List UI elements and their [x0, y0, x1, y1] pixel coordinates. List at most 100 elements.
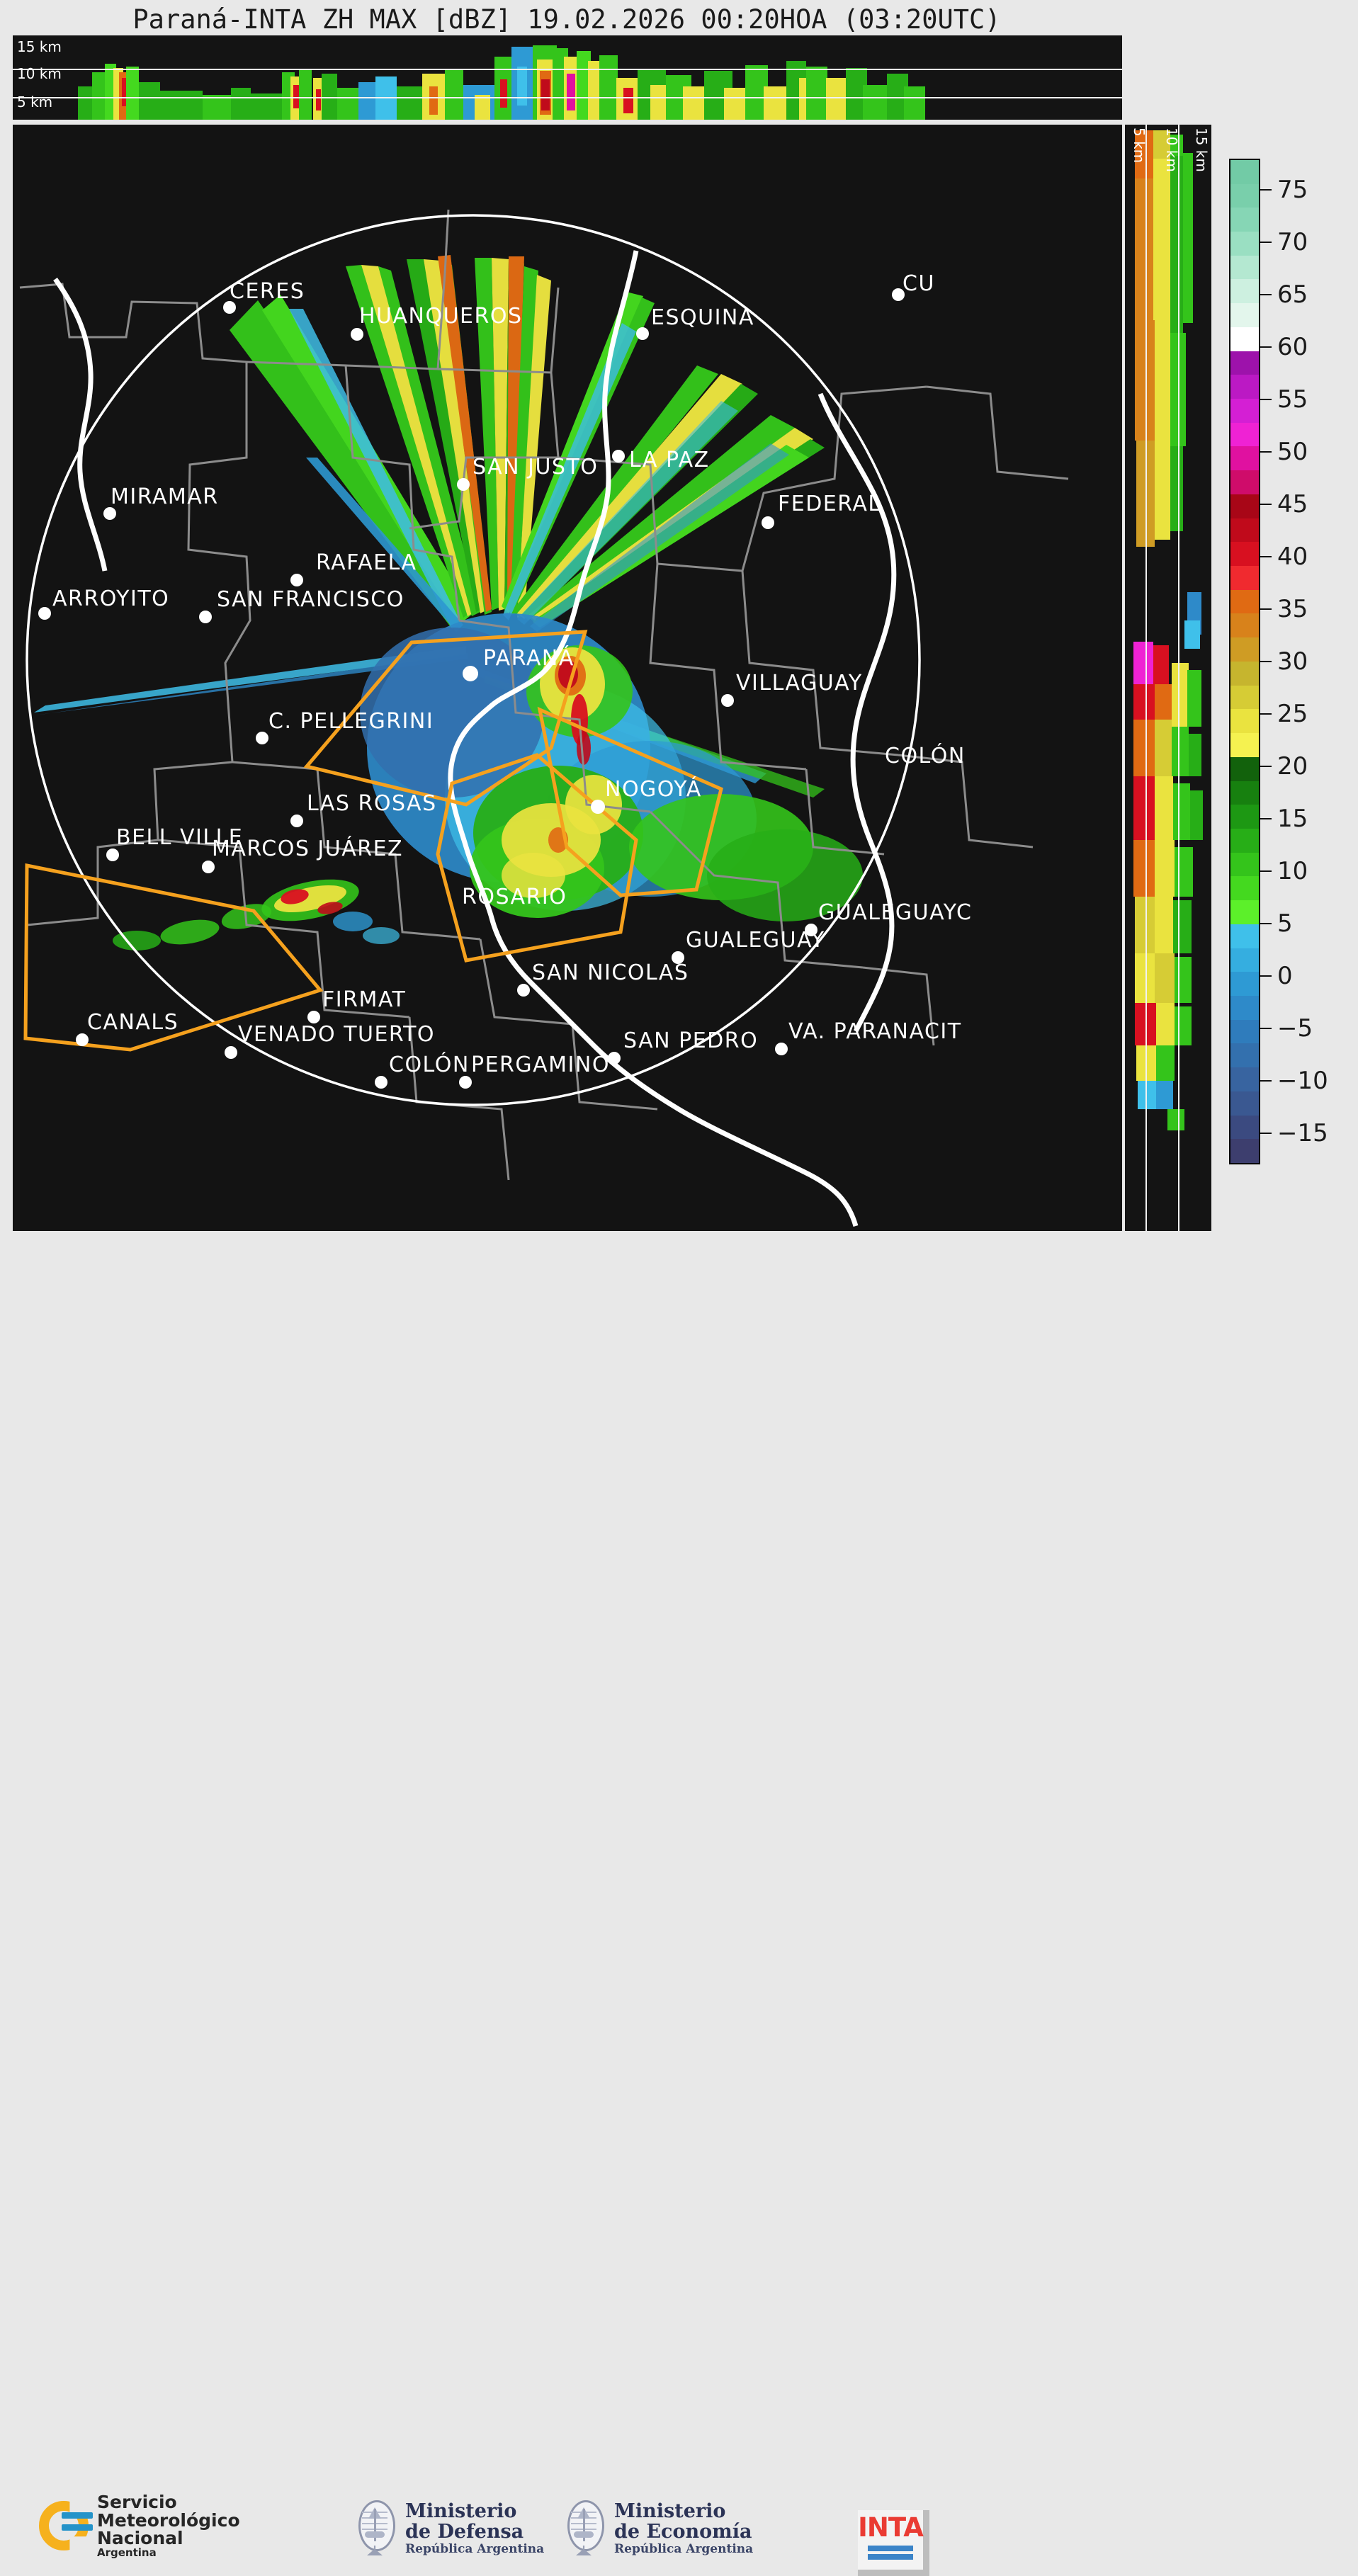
- economia-line-3: República Argentina: [614, 2541, 754, 2556]
- colorbar-swatch: [1230, 518, 1259, 543]
- city-label: VENADO TUERTO: [238, 1022, 435, 1047]
- city-label: CANALS: [87, 1010, 179, 1035]
- xsec-top-label-10km: 10 km: [17, 65, 62, 82]
- colorbar-tick: [1260, 242, 1272, 244]
- colorbar-swatch: [1230, 399, 1259, 423]
- city-label: SAN PEDRO: [623, 1028, 758, 1053]
- colorbar-swatch: [1230, 900, 1259, 924]
- colorbar-tick: [1260, 451, 1272, 453]
- colorbar-tick: [1260, 817, 1272, 819]
- colorbar-tick: [1260, 294, 1272, 296]
- city-label: BELL VILLE: [116, 825, 243, 850]
- colorbar-tick-label: 10: [1277, 856, 1308, 885]
- city-label: C. PELLEGRINI: [268, 709, 434, 734]
- colorbar-swatch: [1230, 231, 1259, 256]
- colorbar-tick: [1260, 765, 1272, 767]
- colorbar-swatch: [1230, 1115, 1259, 1140]
- xsec-top-label-5km: 5 km: [17, 93, 53, 110]
- colorbar-tick-label: 60: [1277, 333, 1308, 362]
- argentina-shield-icon: [563, 2499, 604, 2558]
- colorbar-ticks: 75 70 65 60 55 50 45 40 35 30 25 20 15 10 5 0 −5 −10 −15: [1260, 159, 1335, 1164]
- city-label: ROSARIO: [462, 885, 567, 909]
- colorbar-swatch: [1230, 828, 1259, 853]
- colorbar-swatch: [1230, 183, 1259, 208]
- city-label: LA PAZ: [629, 448, 710, 472]
- logo-ministerio-economia: Ministerio de Economía República Argenti…: [563, 2499, 753, 2558]
- xsec-top-label-15km: 15 km: [17, 38, 62, 55]
- colorbar-swatch: [1230, 756, 1259, 781]
- colorbar-tick-label: 35: [1277, 595, 1308, 624]
- smn-line-1: Servicio: [97, 2492, 177, 2512]
- xsec-right-label-15km: 15 km: [1193, 127, 1210, 172]
- city-label: SAN JUSTO: [473, 455, 598, 480]
- colorbar-swatch: [1230, 709, 1259, 734]
- colorbar-swatch: [1230, 159, 1259, 184]
- city-label: COLÓN: [389, 1051, 470, 1077]
- colorbar-swatch: [1230, 1043, 1259, 1068]
- colorbar-tick-label: 75: [1277, 176, 1308, 205]
- xsec-right-label-10km: 10 km: [1163, 127, 1180, 172]
- colorbar-tick: [1260, 1027, 1272, 1029]
- colorbar-tick-label: 65: [1277, 280, 1308, 310]
- cross-section-top-panel: 15 km 10 km 5 km: [13, 35, 1122, 120]
- city-label: ESQUINA: [651, 305, 754, 330]
- reflectivity-colorbar: 75 70 65 60 55 50 45 40 35 30 25 20 15 10 5 0 −5 −10 −15: [1229, 159, 1335, 1164]
- colorbar-swatch: [1230, 924, 1259, 948]
- city-label: RAFAELA: [316, 550, 417, 575]
- city-label: GUALEGUAY: [686, 928, 825, 953]
- colorbar-swatch: [1230, 661, 1259, 686]
- city-label: HUANQUEROS: [359, 304, 523, 329]
- colorbar-tick: [1260, 504, 1272, 506]
- colorbar-tick-label: 55: [1277, 385, 1308, 414]
- colorbar-tick: [1260, 713, 1272, 715]
- colorbar-swatch: [1230, 613, 1259, 638]
- colorbar-tick: [1260, 1132, 1272, 1134]
- inta-wordmark: INTA: [858, 2512, 924, 2543]
- colorbar-swatch: [1230, 876, 1259, 901]
- cross-section-right-echoes: [1125, 125, 1211, 1231]
- city-label: PARANÁ: [483, 645, 575, 671]
- city-label: VA. PARANACIT: [788, 1019, 962, 1044]
- city-label: PERGAMINO: [471, 1052, 610, 1077]
- city-label: MIRAMAR: [111, 484, 219, 509]
- colorbar-swatch: [1230, 1019, 1259, 1044]
- colorbar-swatch: [1230, 542, 1259, 567]
- colorbar-swatch: [1230, 995, 1259, 1020]
- logo-smn: Servicio Meteorológico Nacional Argentin…: [39, 2493, 240, 2558]
- city-label: FEDERAL: [778, 492, 881, 516]
- colorbar-swatch: [1230, 327, 1259, 351]
- xsec-right-label-5km: 5 km: [1131, 127, 1148, 164]
- city-label: LAS ROSAS: [307, 791, 437, 816]
- smn-line-4: Argentina: [97, 2546, 157, 2559]
- smn-line-2: Meteorológico: [97, 2509, 240, 2531]
- city-label: VILLAGUAY: [736, 671, 863, 696]
- colorbar-swatch: [1230, 566, 1259, 590]
- colorbar-swatch: [1230, 1139, 1259, 1163]
- colorbar-tick-label: 70: [1277, 228, 1308, 257]
- colorbar-swatch: [1230, 375, 1259, 399]
- colorbar-swatch: [1230, 637, 1259, 662]
- colorbar-swatch: [1230, 805, 1259, 829]
- city-label: COLÓN: [885, 742, 966, 768]
- economia-line-1: Ministerio: [614, 2500, 726, 2523]
- radar-map-panel[interactable]: CERES HUANQUEROS ESQUINA SAN JUSTO LA PAZ FED…: [13, 125, 1122, 1231]
- smn-mark-icon: [39, 2500, 93, 2551]
- colorbar-swatch: [1230, 351, 1259, 375]
- colorbar-swatch: [1230, 303, 1259, 327]
- colorbar-tick-label: 20: [1277, 751, 1308, 781]
- defensa-line-2: de Defensa: [405, 2520, 524, 2543]
- radar-map-canvas[interactable]: CERES HUANQUEROS ESQUINA SAN JUSTO LA PAZ FED…: [13, 125, 1122, 1231]
- argentina-shield-icon: [354, 2499, 395, 2558]
- colorbar-tick: [1260, 608, 1272, 611]
- logo-inta: INTA: [858, 2510, 929, 2576]
- colorbar-tick: [1260, 975, 1272, 977]
- colorbar-tick-label: 45: [1277, 490, 1308, 519]
- colorbar-tick-label: 5: [1277, 909, 1293, 938]
- city-label: FIRMAT: [322, 987, 406, 1012]
- cross-section-right-panel: 5 km 10 km 15 km: [1125, 125, 1211, 1231]
- colorbar-swatch: [1230, 1091, 1259, 1116]
- city-markers: [38, 288, 905, 1089]
- footer-logos: Servicio Meteorológico Nacional Argentin…: [0, 1238, 1358, 2576]
- colorbar-swatch: [1230, 733, 1259, 757]
- colorbar-swatch: [1230, 1067, 1259, 1091]
